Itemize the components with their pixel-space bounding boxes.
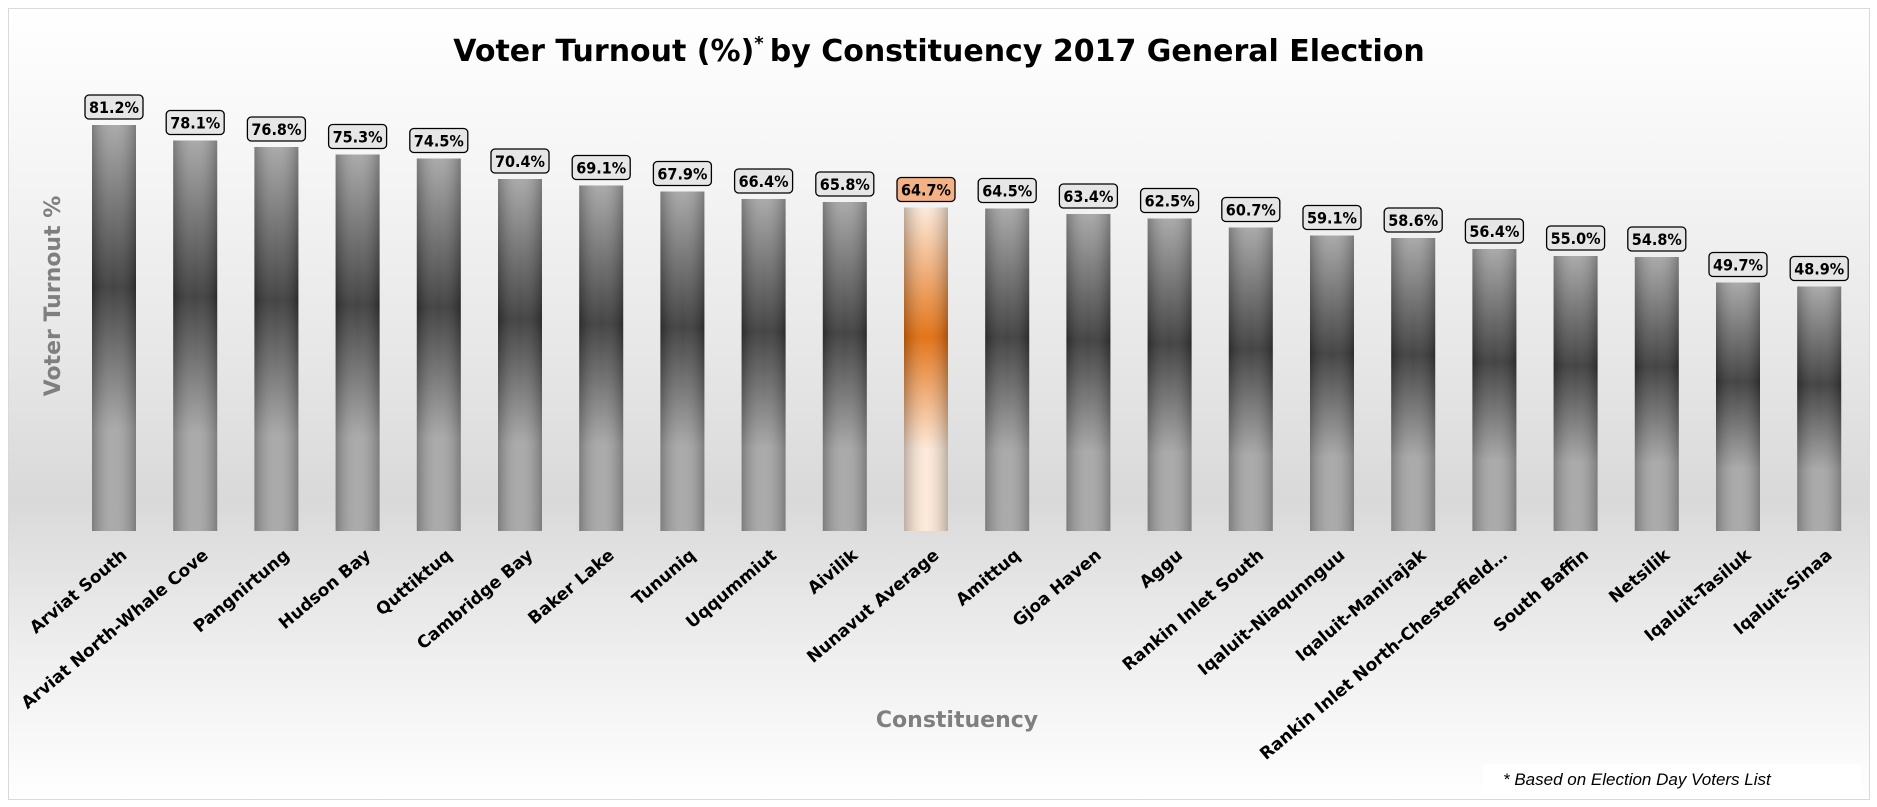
x-axis-title: Constituency: [876, 708, 1038, 733]
y-axis-title: Voter Turnout %: [41, 196, 66, 397]
data-label: 48.9%: [1794, 260, 1844, 279]
footnote-svg: * Based on Election Day Voters List: [1503, 770, 1772, 789]
data-label: 69.1%: [576, 159, 626, 178]
data-label-box: [1383, 207, 1443, 233]
x-tick-label: Tununiq: [628, 546, 699, 610]
bar-sheen: [579, 185, 624, 531]
bar-sheen: [92, 125, 136, 531]
data-label: 67.9%: [657, 165, 707, 184]
data-label-box: [1545, 225, 1606, 251]
x-tick-label: Iqaluit-Manirajak: [1292, 545, 1431, 666]
chart-title-superscript: *: [754, 33, 764, 54]
x-tick-label: Nunavut Average: [803, 546, 943, 668]
data-label-box: [1627, 226, 1687, 252]
data-label: 65.8%: [820, 175, 870, 194]
data-label-box: [1139, 187, 1200, 214]
data-label-box: [165, 109, 225, 136]
bar-sheen: [1634, 257, 1679, 531]
data-label-box: [977, 177, 1037, 204]
data-label-box: [246, 116, 307, 142]
bars-group: [92, 125, 1842, 531]
bar-sheen: [416, 158, 461, 531]
data-label-box: [409, 127, 469, 154]
data-label: 66.4%: [739, 172, 789, 191]
bar-sheen: [1797, 286, 1842, 531]
data-label: 56.4%: [1469, 222, 1519, 241]
data-label: 74.5%: [414, 132, 464, 151]
data-label: 49.7%: [1713, 256, 1763, 275]
x-tick-label: Rankin Inlet South: [1119, 546, 1268, 676]
bar-sheen: [1716, 282, 1760, 531]
bar-sheen: [1310, 235, 1354, 531]
data-label-box: [490, 148, 550, 174]
data-label: 78.1%: [170, 114, 220, 133]
footnote: * Based on Election Day Voters List: [1503, 770, 1772, 789]
data-label: 64.5%: [982, 182, 1032, 201]
chart-title: Voter Turnout (%)* by Constituency 2017 G…: [453, 33, 1424, 69]
bar-sheen: [335, 154, 380, 531]
bar-sheen: [173, 140, 218, 531]
data-label: 60.7%: [1226, 201, 1276, 220]
data-label-box: [652, 160, 713, 187]
bar-sheen: [985, 208, 1030, 531]
x-tick-label: Aggu: [1136, 546, 1187, 593]
bar-sheen: [254, 147, 299, 531]
data-label-box: [1708, 251, 1768, 278]
bar-sheen: [1472, 249, 1517, 531]
bar-sheen: [822, 202, 867, 531]
x-tick-label: Amittuq: [952, 546, 1024, 611]
data-label-box: [815, 171, 875, 197]
data-label: 59.1%: [1307, 209, 1357, 228]
data-label: 70.4%: [495, 152, 545, 171]
data-labels-group: 81.2% 78.1% 76.8% 75.3% 74.5% 70.4% 69.1% 67.9%…: [84, 94, 1849, 282]
data-label: 58.6%: [1388, 211, 1438, 230]
data-label-box: [84, 94, 144, 120]
data-label: 76.8%: [251, 120, 301, 139]
data-label: 54.8%: [1632, 230, 1682, 249]
x-tick-label: Iqaluit-Niaqunnguu: [1194, 546, 1349, 680]
x-tick-label: Gjoa Haven: [1009, 546, 1106, 632]
bar-sheen: [741, 199, 786, 531]
data-label: 75.3%: [333, 128, 383, 147]
bar-sheen: [1228, 227, 1273, 531]
data-label-box: [1302, 204, 1362, 231]
data-label: 63.4%: [1063, 187, 1113, 206]
data-label-box: [571, 154, 631, 181]
data-label: 64.7%: [901, 181, 951, 200]
bar-sheen: [1147, 218, 1192, 531]
data-label-box: [1789, 255, 1849, 282]
bar-sheen: [1066, 214, 1111, 531]
data-label-box: [1221, 196, 1281, 223]
bar-sheen: [660, 191, 705, 531]
x-tick-label: Aivilik: [804, 545, 862, 599]
data-label-box: [896, 176, 956, 203]
chart-area: Voter Turnout (%)* by Constituency 2017 G…: [8, 8, 1870, 800]
x-tick-label: Netsilik: [1605, 545, 1674, 608]
x-tick-label: Quttiktuq: [372, 546, 456, 621]
data-label: 55.0%: [1551, 229, 1601, 248]
bar-sheen: [1553, 256, 1598, 531]
data-label-box: [1464, 218, 1525, 244]
bar-sheen: [1391, 238, 1436, 531]
x-tick-label: Baker Lake: [525, 546, 619, 629]
data-label: 81.2%: [89, 98, 139, 117]
bar-chart: Voter Turnout (%)* by Constituency 2017 G…: [18, 33, 1849, 764]
bar-sheen: [904, 207, 948, 531]
data-label-box: [733, 168, 794, 194]
footnote-box: * Based on Election Day Voters List: [1483, 764, 1861, 794]
data-label-box: [327, 123, 388, 150]
data-label-box: [1058, 183, 1119, 209]
bar-sheen: [498, 179, 542, 531]
data-label: 62.5%: [1145, 192, 1195, 211]
